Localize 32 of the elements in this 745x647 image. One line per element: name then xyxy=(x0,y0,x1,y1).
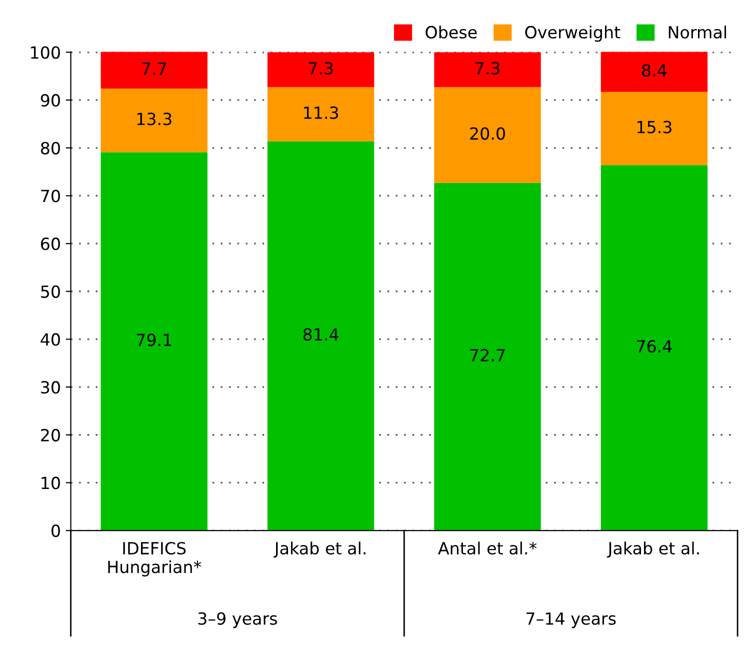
y-tick-label: 20 xyxy=(41,428,60,442)
y-tick-label: 60 xyxy=(41,238,60,250)
text: 7.7 xyxy=(142,62,166,75)
text: 20.0 xyxy=(470,127,505,140)
text: 7.3 xyxy=(308,62,333,75)
legend-label: Normal xyxy=(668,26,726,39)
text: 8.4 xyxy=(642,64,667,77)
text: 15.3 xyxy=(637,120,672,134)
text: 7–14 years xyxy=(526,612,616,628)
text: 7.3 xyxy=(476,62,500,75)
y-tick-label: 80 xyxy=(40,142,60,154)
text: 13.3 xyxy=(137,112,172,126)
y-tick-label: 30 xyxy=(41,381,60,394)
y-tick-label: 40 xyxy=(40,333,60,346)
x-tick-label: Jakab et al. xyxy=(274,542,366,558)
y-tick-label: 90 xyxy=(40,94,60,107)
text: 81.4 xyxy=(303,328,338,341)
y-tick-label: 50 xyxy=(41,285,60,298)
y-tick-label: 10 xyxy=(42,476,60,490)
text: 72.7 xyxy=(470,348,505,362)
y-tick-label: 70 xyxy=(41,190,60,202)
legend-label: Overweight xyxy=(525,26,620,42)
y-tick-label: 100 xyxy=(31,46,60,59)
y-tick-label: 0 xyxy=(52,524,60,538)
x-tick-label: IDEFICS Hungarian* xyxy=(108,542,202,576)
legend-label: Obese xyxy=(426,26,477,39)
text: 3–9 years xyxy=(198,612,278,628)
text: 79.1 xyxy=(136,334,172,346)
x-tick-label: Antal et al.* xyxy=(438,542,537,555)
text: 11.3 xyxy=(304,106,338,120)
x-tick-label: Jakab et al. xyxy=(606,542,699,558)
text: 76.4 xyxy=(637,340,672,353)
